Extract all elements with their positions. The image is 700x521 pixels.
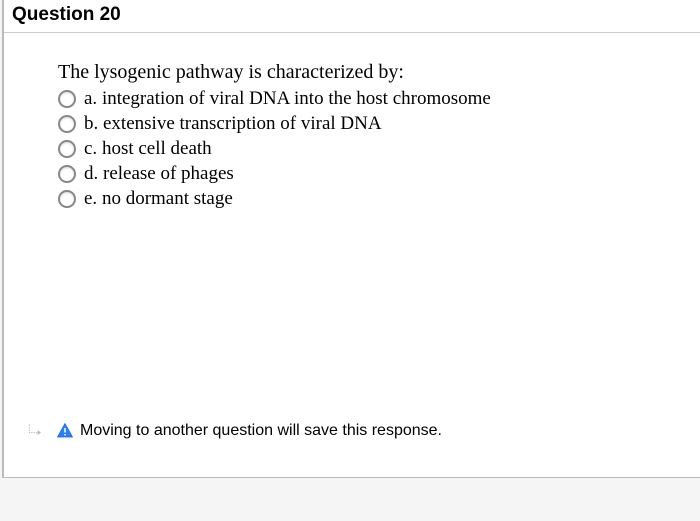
footer: Moving to another question will save thi… [26,421,442,441]
quiz-container: Question 20 The lysogenic pathway is cha… [0,0,700,521]
radio-a[interactable] [58,90,76,108]
options-list: a. integration of viral DNA into the hos… [58,88,680,210]
question-title: Question 20 [12,4,121,25]
option-a[interactable]: a. integration of viral DNA into the hos… [58,88,680,110]
radio-c[interactable] [58,140,76,158]
question-prompt: The lysogenic pathway is characterized b… [58,61,680,84]
option-e[interactable]: e. no dormant stage [58,188,680,210]
option-b[interactable]: b. extensive transcription of viral DNA [58,113,680,135]
warning-icon [56,422,74,440]
option-e-label: e. no dormant stage [84,188,233,210]
question-panel: Question 20 The lysogenic pathway is cha… [2,0,700,478]
option-d[interactable]: d. release of phages [58,163,680,185]
option-a-label: a. integration of viral DNA into the hos… [84,88,491,110]
question-header: Question 20 [4,0,700,33]
radio-e[interactable] [58,190,76,208]
radio-d[interactable] [58,165,76,183]
option-b-label: b. extensive transcription of viral DNA [84,113,382,135]
radio-b[interactable] [58,115,76,133]
option-c-label: c. host cell death [84,138,212,160]
option-d-label: d. release of phages [84,163,234,185]
footer-message: Moving to another question will save thi… [80,422,442,440]
arrow-return-icon [26,421,46,441]
question-body: The lysogenic pathway is characterized b… [4,33,700,223]
option-c[interactable]: c. host cell death [58,138,680,160]
